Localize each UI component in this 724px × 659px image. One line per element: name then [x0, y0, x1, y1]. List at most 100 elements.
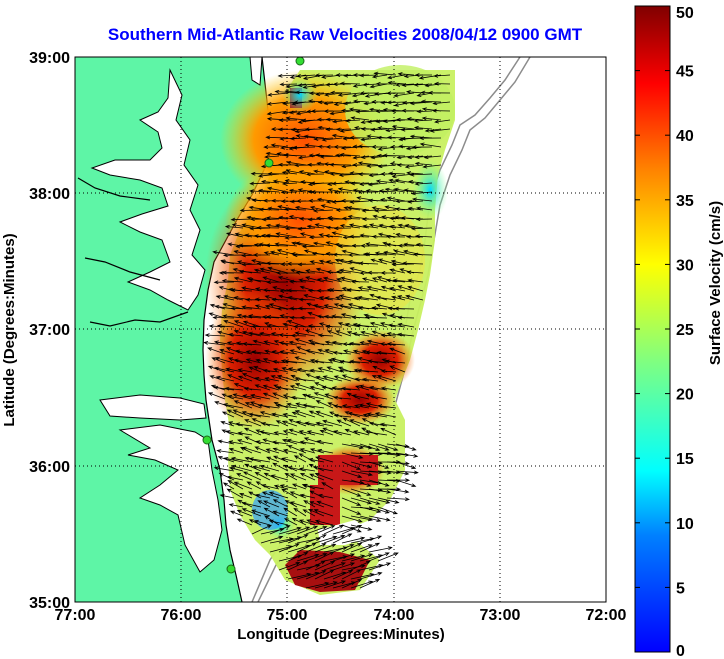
velocity-arrow: [245, 297, 262, 302]
velocity-arrow: [400, 216, 424, 220]
velocity-arrow: [386, 478, 411, 483]
velocity-arrow: [296, 542, 317, 553]
velocity-arrow: [222, 303, 244, 310]
velocity-arrow: [339, 268, 361, 274]
velocity-arrow: [262, 368, 280, 373]
velocity-arrow: [333, 395, 352, 400]
velocity-arrow: [308, 410, 325, 418]
velocity-arrow: [323, 534, 346, 544]
potomac-river: [77, 177, 151, 201]
y-tick-label: 37:00: [29, 322, 70, 339]
velocity-arrow: [411, 145, 433, 150]
velocity-arrow: [327, 188, 343, 193]
velocity-arrow: [365, 242, 388, 247]
velocity-arrow: [368, 552, 390, 562]
velocity-arrow: [299, 467, 316, 472]
radar-station-marker: [264, 158, 274, 168]
velocity-arrow: [359, 497, 381, 505]
velocity-arrow: [365, 188, 388, 193]
velocity-arrow: [357, 161, 379, 166]
velocity-arrow: [377, 404, 397, 409]
colorbar-tick-label: 20: [676, 387, 694, 404]
velocity-arrow: [294, 410, 316, 418]
velocity-arrow: [233, 250, 253, 256]
velocity-arrow: [270, 474, 289, 481]
velocity-arrow: [214, 304, 235, 310]
velocity-arrow: [377, 126, 397, 130]
velocity-arrow: [376, 350, 397, 355]
velocity-arrow: [228, 440, 244, 445]
velocity-arrow: [266, 101, 289, 106]
velocity-arrow: [335, 296, 352, 301]
velocity-arrow: [305, 526, 328, 535]
velocity-arrow: [415, 242, 433, 247]
velocity-arrow: [414, 155, 433, 160]
velocity-arrow: [380, 285, 397, 292]
velocity-arrow: [248, 366, 262, 373]
velocity-arrow: [298, 430, 316, 436]
velocity-arrow: [307, 311, 325, 319]
velocity-arrow: [333, 190, 351, 194]
colorbar-tick-label: 35: [676, 193, 694, 210]
velocity-arrow: [359, 542, 381, 553]
velocity-arrow: [301, 244, 325, 249]
velocity-arrow: [259, 430, 280, 436]
velocity-arrow: [220, 421, 235, 427]
velocity-arrow: [227, 394, 244, 400]
velocity-arrow: [263, 340, 280, 346]
velocity-arrow: [237, 368, 253, 373]
velocity-arrow: [411, 197, 433, 202]
velocity-arrow: [273, 431, 289, 436]
velocity-arrow: [389, 365, 406, 373]
velocity-arrow: [359, 578, 381, 589]
velocity-arrow: [219, 493, 235, 499]
velocity-arrow: [314, 551, 335, 562]
velocity-arrow: [407, 285, 424, 292]
velocity-arrow: [288, 188, 307, 193]
velocity-arrow: [310, 341, 334, 346]
velocity-arrow: [409, 134, 433, 139]
velocity-arrow: [237, 260, 253, 265]
velocity-arrow: [239, 208, 262, 213]
velocity-arrow: [298, 519, 316, 526]
velocity-arrow: [276, 374, 298, 382]
velocity-arrow: [258, 207, 280, 212]
velocity-arrow: [315, 410, 334, 418]
radar-station-marker: [226, 564, 236, 574]
velocity-arrow: [371, 99, 388, 104]
velocity-arrow: [339, 224, 361, 229]
velocity-arrow: [291, 517, 307, 526]
velocity-arrow: [323, 580, 347, 589]
velocity-arrow: [277, 276, 298, 283]
velocity-arrow: [228, 503, 244, 508]
velocity-arrow: [324, 340, 343, 346]
velocity-arrow: [299, 315, 316, 320]
velocity-arrow: [333, 404, 352, 409]
velocity-arrow: [395, 199, 415, 204]
velocity-arrow: [316, 500, 334, 508]
velocity-arrow: [277, 162, 298, 167]
velocity-arrow: [313, 359, 334, 364]
velocity-arrow: [226, 475, 244, 481]
velocity-arrow: [287, 552, 309, 562]
velocity-arrow: [379, 197, 397, 202]
velocity-arrow: [241, 305, 262, 310]
y-tick-label: 39:00: [29, 50, 70, 67]
velocity-arrow: [350, 553, 374, 562]
velocity-arrow: [264, 349, 280, 355]
velocity-arrow: [350, 544, 373, 553]
velocity-arrow: [365, 252, 388, 257]
velocity-arrow: [386, 470, 410, 476]
velocity-arrow: [375, 179, 397, 184]
velocity-arrow: [369, 321, 388, 328]
velocity-arrow: [279, 484, 298, 490]
velocity-arrow: [301, 118, 325, 123]
velocity-arrow: [234, 232, 253, 238]
velocity-arrow: [321, 482, 334, 490]
velocity-arrow: [254, 376, 271, 382]
velocity-arrow: [325, 117, 343, 122]
velocity-arrow: [251, 350, 271, 355]
velocity-arrow: [371, 144, 388, 149]
velocity-arrow: [296, 74, 316, 78]
velocity-arrow: [397, 315, 415, 320]
